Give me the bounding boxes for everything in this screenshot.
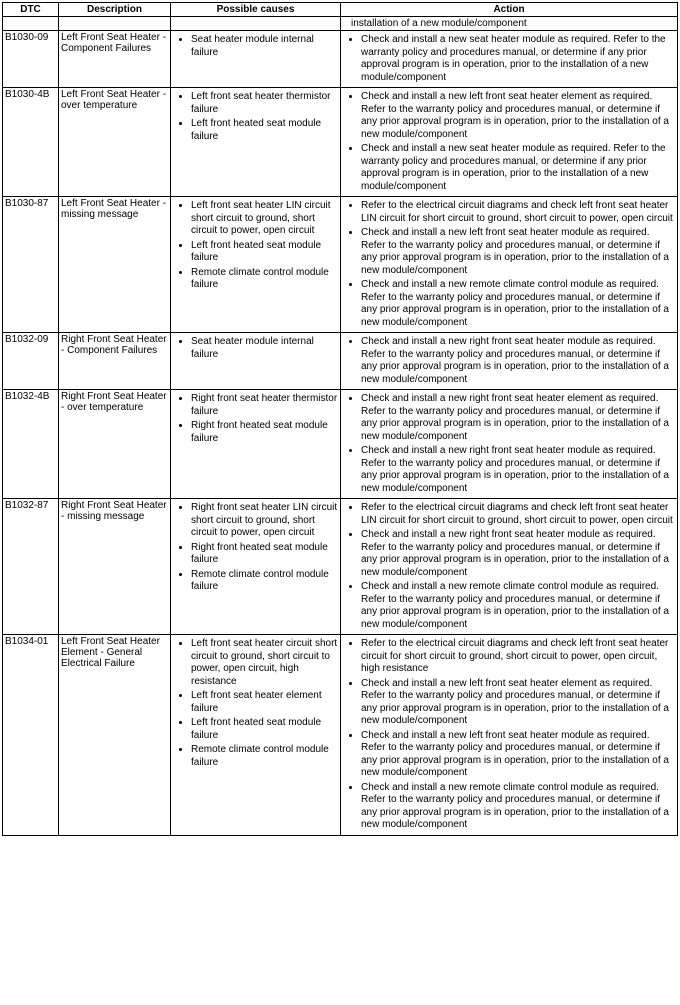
action-item: Check and install a new left front seat …	[361, 91, 675, 141]
dtc-causes: Right front seat heater LIN circuit shor…	[171, 499, 341, 635]
dtc-description: Left Front Seat Heater - missing message	[59, 197, 171, 333]
table-row: B1032-09Right Front Seat Heater - Compon…	[3, 333, 678, 390]
continuation-action: installation of a new module/component	[341, 17, 678, 31]
action-item: Check and install a new left front seat …	[361, 730, 675, 780]
action-item: Check and install a new right front seat…	[361, 529, 675, 579]
cause-item: Seat heater module internal failure	[191, 336, 338, 361]
cause-item: Remote climate control module failure	[191, 569, 338, 594]
dtc-code: B1030-09	[3, 31, 59, 88]
dtc-causes: Seat heater module internal failure	[171, 31, 341, 88]
dtc-causes: Right front seat heater thermistor failu…	[171, 390, 341, 499]
action-item: Check and install a new seat heater modu…	[361, 34, 675, 84]
action-item: Check and install a new remote climate c…	[361, 782, 675, 832]
action-item: Check and install a new remote climate c…	[361, 279, 675, 329]
dtc-code: B1034-01	[3, 635, 59, 836]
dtc-causes: Left front seat heater circuit short cir…	[171, 635, 341, 836]
cause-item: Left front seat heater circuit short cir…	[191, 638, 338, 688]
action-item: Check and install a new right front seat…	[361, 445, 675, 495]
action-item: Check and install a new left front seat …	[361, 678, 675, 728]
dtc-code: B1030-4B	[3, 88, 59, 197]
dtc-causes: Left front seat heater thermistor failur…	[171, 88, 341, 197]
action-item: Check and install a new right front seat…	[361, 393, 675, 443]
table-row: B1032-4BRight Front Seat Heater - over t…	[3, 390, 678, 499]
header-dtc: DTC	[3, 3, 59, 17]
cause-item: Left front seat heater thermistor failur…	[191, 91, 338, 116]
cause-item: Left front seat heater LIN circuit short…	[191, 200, 338, 238]
dtc-actions: Refer to the electrical circuit diagrams…	[341, 499, 678, 635]
table-row: B1032-87Right Front Seat Heater - missin…	[3, 499, 678, 635]
continuation-dtc	[3, 17, 59, 31]
action-item: Check and install a new left front seat …	[361, 227, 675, 277]
dtc-description: Right Front Seat Heater - Component Fail…	[59, 333, 171, 390]
cause-item: Right front heated seat module failure	[191, 420, 338, 445]
table-row: B1034-01Left Front Seat Heater Element -…	[3, 635, 678, 836]
actions-list: Check and install a new seat heater modu…	[343, 34, 675, 84]
dtc-actions: Check and install a new left front seat …	[341, 88, 678, 197]
continuation-desc	[59, 17, 171, 31]
causes-list: Left front seat heater circuit short cir…	[173, 638, 338, 769]
actions-list: Refer to the electrical circuit diagrams…	[343, 200, 675, 329]
dtc-actions: Refer to the electrical circuit diagrams…	[341, 635, 678, 836]
cause-item: Right front seat heater thermistor failu…	[191, 393, 338, 418]
cause-item: Seat heater module internal failure	[191, 34, 338, 59]
continuation-causes	[171, 17, 341, 31]
causes-list: Left front seat heater thermistor failur…	[173, 91, 338, 143]
header-row: DTC Description Possible causes Action	[3, 3, 678, 17]
actions-list: Refer to the electrical circuit diagrams…	[343, 638, 675, 832]
causes-list: Seat heater module internal failure	[173, 336, 338, 361]
dtc-causes: Seat heater module internal failure	[171, 333, 341, 390]
action-item: Refer to the electrical circuit diagrams…	[361, 502, 675, 527]
action-item: Check and install a new seat heater modu…	[361, 143, 675, 193]
action-item: Check and install a new right front seat…	[361, 336, 675, 386]
dtc-code: B1032-09	[3, 333, 59, 390]
action-item: Refer to the electrical circuit diagrams…	[361, 638, 675, 676]
action-item: Check and install a new remote climate c…	[361, 581, 675, 631]
dtc-table: DTC Description Possible causes Action i…	[2, 2, 678, 836]
cause-item: Left front heated seat module failure	[191, 118, 338, 143]
cause-item: Remote climate control module failure	[191, 744, 338, 769]
dtc-description: Left Front Seat Heater Element - General…	[59, 635, 171, 836]
cause-item: Remote climate control module failure	[191, 267, 338, 292]
dtc-description: Right Front Seat Heater - missing messag…	[59, 499, 171, 635]
dtc-actions: Refer to the electrical circuit diagrams…	[341, 197, 678, 333]
table-row: B1030-4BLeft Front Seat Heater - over te…	[3, 88, 678, 197]
header-action: Action	[341, 3, 678, 17]
cause-item: Right front seat heater LIN circuit shor…	[191, 502, 338, 540]
dtc-causes: Left front seat heater LIN circuit short…	[171, 197, 341, 333]
cause-item: Left front heated seat module failure	[191, 240, 338, 265]
dtc-actions: Check and install a new seat heater modu…	[341, 31, 678, 88]
dtc-actions: Check and install a new right front seat…	[341, 390, 678, 499]
header-description: Description	[59, 3, 171, 17]
dtc-code: B1030-87	[3, 197, 59, 333]
causes-list: Right front seat heater LIN circuit shor…	[173, 502, 338, 594]
cause-item: Left front heated seat module failure	[191, 717, 338, 742]
dtc-code: B1032-4B	[3, 390, 59, 499]
dtc-actions: Check and install a new right front seat…	[341, 333, 678, 390]
cause-item: Right front heated seat module failure	[191, 542, 338, 567]
causes-list: Left front seat heater LIN circuit short…	[173, 200, 338, 292]
dtc-description: Left Front Seat Heater - Component Failu…	[59, 31, 171, 88]
cause-item: Left front seat heater element failure	[191, 690, 338, 715]
actions-list: Check and install a new left front seat …	[343, 91, 675, 193]
table-row: B1030-09Left Front Seat Heater - Compone…	[3, 31, 678, 88]
actions-list: Refer to the electrical circuit diagrams…	[343, 502, 675, 631]
causes-list: Seat heater module internal failure	[173, 34, 338, 59]
actions-list: Check and install a new right front seat…	[343, 393, 675, 495]
dtc-code: B1032-87	[3, 499, 59, 635]
actions-list: Check and install a new right front seat…	[343, 336, 675, 386]
dtc-description: Left Front Seat Heater - over temperatur…	[59, 88, 171, 197]
action-item: Refer to the electrical circuit diagrams…	[361, 200, 675, 225]
continuation-row: installation of a new module/component	[3, 17, 678, 31]
causes-list: Right front seat heater thermistor failu…	[173, 393, 338, 445]
table-row: B1030-87Left Front Seat Heater - missing…	[3, 197, 678, 333]
dtc-description: Right Front Seat Heater - over temperatu…	[59, 390, 171, 499]
header-causes: Possible causes	[171, 3, 341, 17]
